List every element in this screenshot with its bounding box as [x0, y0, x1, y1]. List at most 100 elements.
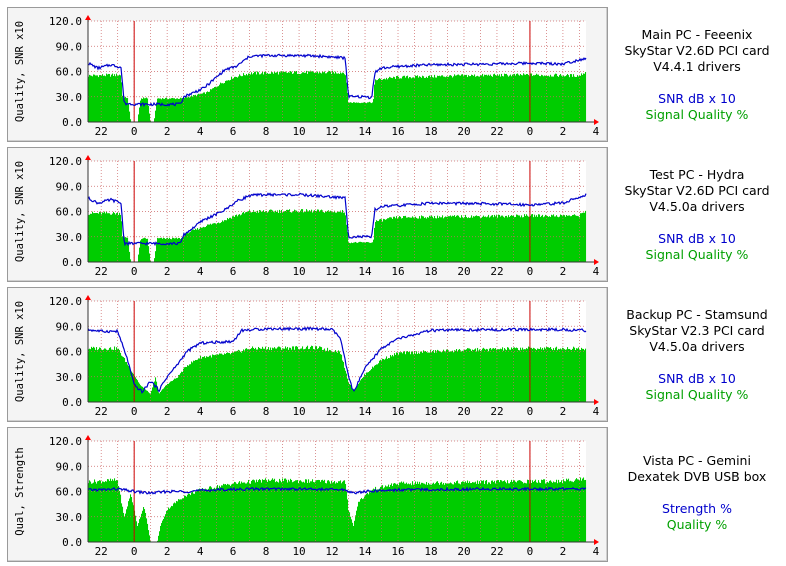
quality-column — [572, 481, 574, 542]
quality-column — [578, 479, 580, 542]
y-axis-label: Qual, Strength — [14, 447, 26, 536]
quality-column — [501, 215, 503, 262]
quality-column — [355, 241, 357, 262]
quality-column — [178, 499, 180, 542]
quality-column — [438, 350, 440, 402]
quality-column — [269, 209, 271, 262]
quality-column — [193, 493, 195, 542]
quality-column — [497, 74, 499, 122]
quality-column — [162, 98, 164, 122]
quality-column — [126, 362, 128, 402]
quality-column — [339, 481, 341, 542]
quality-column — [478, 350, 480, 402]
quality-column — [104, 482, 106, 542]
quality-column — [210, 486, 212, 542]
quality-column — [401, 218, 403, 262]
quality-column — [271, 209, 273, 262]
quality-column — [266, 211, 268, 262]
quality-column — [490, 484, 492, 542]
quality-column — [417, 481, 419, 542]
quality-column — [242, 76, 244, 122]
quality-column — [567, 347, 569, 402]
quality-column — [302, 209, 304, 262]
quality-column — [532, 480, 534, 542]
quality-column — [327, 480, 329, 542]
quality-column — [202, 227, 204, 262]
quality-column — [299, 349, 301, 402]
quality-column — [398, 217, 400, 262]
quality-column — [340, 72, 342, 122]
quality-column — [211, 224, 213, 262]
quality-column — [90, 213, 92, 262]
quality-column — [393, 216, 395, 262]
quality-column — [318, 209, 320, 262]
quality-column — [406, 76, 408, 122]
quality-column — [230, 79, 232, 122]
quality-column — [305, 479, 307, 542]
quality-column — [288, 349, 290, 402]
quality-column — [112, 479, 114, 542]
quality-column — [524, 482, 526, 542]
quality-column — [389, 486, 391, 542]
quality-column — [172, 506, 174, 542]
quality-column — [118, 214, 120, 262]
quality-column — [469, 218, 471, 262]
quality-column — [497, 217, 499, 262]
quality-column — [93, 74, 95, 122]
quality-column — [233, 352, 235, 402]
x-tick-label: 6 — [230, 125, 237, 138]
quality-column — [102, 212, 104, 262]
quality-column — [228, 80, 230, 122]
quality-column — [371, 490, 373, 542]
quality-column — [480, 483, 482, 542]
quality-column — [303, 72, 305, 122]
quality-column — [221, 353, 223, 402]
quality-column — [379, 488, 381, 542]
quality-column — [168, 507, 170, 542]
quality-column — [148, 530, 150, 542]
quality-column — [478, 216, 480, 262]
quality-column — [163, 388, 165, 402]
quality-column — [213, 223, 215, 262]
quality-column — [313, 481, 315, 542]
quality-column — [351, 387, 353, 402]
quality-column — [128, 244, 130, 262]
quality-column — [430, 484, 432, 542]
x-tick-label: 4 — [197, 405, 204, 418]
quality-column — [92, 211, 94, 262]
quality-column — [510, 74, 512, 122]
legend-line: V4.4.1 drivers — [653, 59, 741, 74]
quality-column — [559, 482, 561, 542]
quality-column — [267, 212, 269, 262]
quality-column — [567, 215, 569, 262]
quality-column — [583, 477, 585, 542]
quality-column — [107, 74, 109, 122]
quality-column — [214, 223, 216, 262]
quality-column — [264, 71, 266, 122]
quality-column — [124, 516, 126, 542]
quality-column — [248, 211, 250, 262]
quality-column — [556, 215, 558, 262]
quality-column — [364, 102, 366, 122]
quality-column — [336, 73, 338, 122]
quality-column — [95, 213, 97, 262]
quality-column — [522, 75, 524, 122]
quality-column — [574, 76, 576, 122]
quality-column — [102, 74, 104, 122]
legend-line: V4.5.0a drivers — [649, 339, 745, 354]
quality-column — [263, 348, 265, 402]
quality-column — [512, 482, 514, 542]
quality-column — [237, 484, 239, 542]
quality-column — [180, 373, 182, 402]
quality-column — [164, 238, 166, 262]
quality-column — [544, 216, 546, 262]
quality-column — [368, 242, 370, 262]
quality-column — [425, 351, 427, 402]
quality-column — [203, 92, 205, 122]
quality-column — [99, 480, 101, 542]
quality-column — [259, 74, 261, 122]
quality-column — [251, 212, 253, 262]
quality-column — [323, 212, 325, 262]
quality-column — [299, 74, 301, 122]
quality-column — [149, 535, 151, 542]
